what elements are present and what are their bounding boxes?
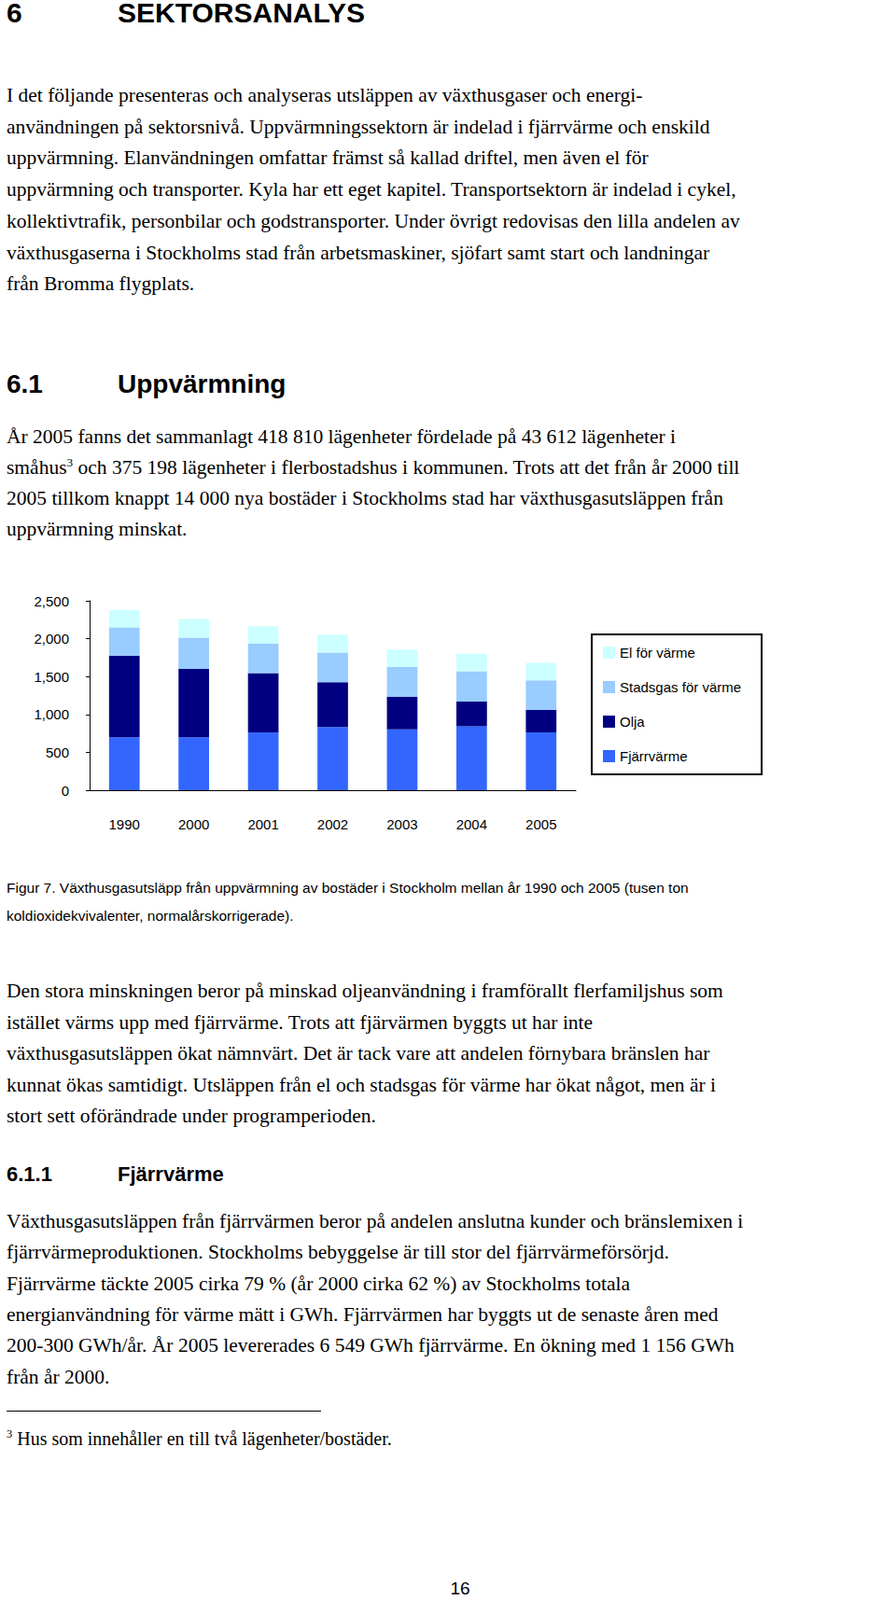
svg-text:El för värme: El för värme	[619, 644, 696, 661]
html-text:Fjärrvärme täckte 2005 cirka 7: Fjärrvärme täckte 2005 cirka 79 % (år 20…	[6, 1272, 631, 1296]
html-text:växthusgasutsläppen ökat nämnv: växthusgasutsläppen ökat nämnvärt. Det ä…	[6, 1042, 710, 1065]
html-text:Figur 7. Växthusgasutsläpp frå: Figur 7. Växthusgasutsläpp från uppvärmn…	[6, 880, 689, 896]
svg-text:1990: 1990	[109, 816, 140, 833]
svg-text:2001: 2001	[247, 816, 279, 833]
html-text:koldioxidekvivalenter, normalå: koldioxidekvivalenter, normalårskorriger…	[6, 908, 294, 924]
html-text:3Hus som innehåller en till tv: 3Hus som innehåller en till två lägenhet…	[6, 1428, 392, 1450]
html-text:växthusgaserna i Stockholms st: växthusgaserna i Stockholms stad från ar…	[6, 241, 710, 264]
html-text:6.1: 6.1	[6, 369, 43, 399]
svg-text:2,000: 2,000	[33, 630, 70, 647]
html-text:stort sett oförändrade under p: stort sett oförändrade under programperi…	[6, 1105, 376, 1128]
html-text:uppvärmning. Elanvändningen om: uppvärmning. Elanvändningen omfattar frä…	[6, 146, 649, 170]
svg-text:2003: 2003	[386, 816, 418, 833]
html-text:energianvändning för värme mät: energianvändning för värme mätt i GWh. F…	[6, 1303, 719, 1327]
html-text:användningen på sektorsnivå. U: användningen på sektorsnivå. Uppvärmning…	[6, 115, 710, 138]
html-text:Den stora minskningen beror på: Den stora minskningen beror på minskad o…	[6, 980, 724, 1003]
html-text:Uppvärmning: Uppvärmning	[117, 369, 287, 399]
svg-text:1,500: 1,500	[33, 669, 70, 686]
svg-text:2004: 2004	[456, 816, 488, 833]
svg-text:Stadsgas för värme: Stadsgas för värme	[619, 679, 742, 696]
html-text:kunnat ökas samtidigt. Utsläpp: kunnat ökas samtidigt. Utsläppen från el…	[6, 1073, 716, 1097]
svg-text:Fjärrvärme: Fjärrvärme	[619, 748, 688, 765]
svg-text:2005: 2005	[525, 816, 557, 833]
html-text:uppvärmning och transporter. K: uppvärmning och transporter. Kyla har et…	[6, 178, 737, 201]
html-text:kollektivtrafik, personbilar o: kollektivtrafik, personbilar och godstra…	[6, 209, 740, 233]
svg-text:Olja: Olja	[619, 714, 645, 730]
html-text:År 2005 fanns det sammanlagt 4: År 2005 fanns det sammanlagt 418 810 läg…	[6, 425, 676, 448]
html-text:småhus3och 375 198 lägenheter: småhus3och 375 198 lägenheter i flerbost…	[6, 455, 740, 479]
html-text:Fjärrvärme: Fjärrvärme	[117, 1162, 224, 1187]
html-text:istället värms upp med fjärrvä: istället värms upp med fjärrvärme. Trots…	[6, 1011, 593, 1034]
html-text:uppvärmning minskat.: uppvärmning minskat.	[6, 518, 188, 541]
html-text:fjärrvärmeproduktionen. Stockh: fjärrvärmeproduktionen. Stockholms bebyg…	[6, 1241, 670, 1265]
html-text:2005 tillkom knappt 14 000 nya: 2005 tillkom knappt 14 000 nya bostäder …	[6, 487, 724, 510]
svg-text:500: 500	[45, 744, 70, 761]
svg-text:1,000: 1,000	[33, 706, 70, 723]
svg-text:0: 0	[61, 783, 70, 799]
html-text:från år 2000.: från år 2000.	[6, 1365, 110, 1389]
html-text:I det följande presenteras och: I det följande presenteras och analysera…	[6, 84, 643, 107]
html-text:200-300 GWh/år. År 2005 levere: 200-300 GWh/år. År 2005 levererades 6 54…	[6, 1334, 735, 1358]
svg-text:2,500: 2,500	[33, 593, 70, 610]
html-text:6.1.1: 6.1.1	[6, 1162, 53, 1187]
svg-text:2000: 2000	[178, 816, 210, 833]
html-text:Växthusgasutsläppen från fjärr: Växthusgasutsläppen från fjärrvärmen ber…	[6, 1210, 744, 1233]
svg-text:2002: 2002	[317, 816, 349, 833]
html-text:från Bromma flygplats.: från Bromma flygplats.	[6, 272, 195, 296]
html-text:16: 16	[450, 1579, 471, 1599]
